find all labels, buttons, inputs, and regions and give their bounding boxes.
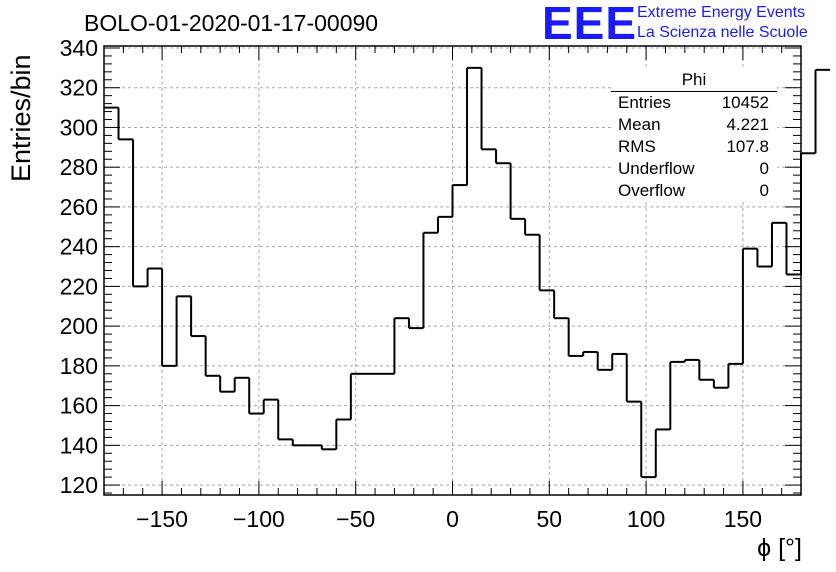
axis-ticks	[103, 46, 802, 495]
y-tick-label: 180	[60, 353, 98, 379]
stats-value: 4.221	[726, 115, 769, 134]
x-tick-label: 50	[537, 506, 563, 532]
stats-value: 0	[759, 159, 769, 178]
y-tick-label: 260	[60, 194, 98, 220]
stats-row-rms: RMS 107.8	[611, 136, 777, 158]
histogram-bars	[104, 66, 831, 479]
y-tick-label: 220	[60, 273, 98, 299]
stats-value: 0	[759, 181, 769, 200]
y-tick-label: 200	[60, 313, 98, 339]
stats-label: Overflow	[618, 181, 686, 200]
stats-title: Phi	[611, 70, 777, 92]
eee-logo: EEE	[542, 0, 638, 49]
x-tick-label: −50	[336, 506, 375, 532]
stats-label: Underflow	[618, 159, 695, 178]
y-axis-label: Entries/bin	[6, 54, 36, 182]
chart-title: BOLO-01-2020-01-17-00090	[84, 10, 379, 36]
stats-label: Entries	[618, 93, 671, 112]
x-tick-label: 0	[446, 506, 459, 532]
y-tick-label: 340	[60, 35, 98, 61]
tick-labels: −150 −100 −50 0 50 100 150 120 140 160 180 200 220 24…	[60, 35, 762, 532]
x-tick-label: 100	[627, 506, 665, 532]
stats-row-overflow: Overflow 0	[611, 180, 777, 202]
stats-box: Phi Entries 10452 Mean 4.221 RMS 107.8 U…	[611, 70, 777, 202]
y-tick-label: 300	[60, 114, 98, 140]
y-tick-label: 280	[60, 154, 98, 180]
y-tick-label: 140	[60, 432, 98, 458]
x-tick-label: −150	[136, 506, 188, 532]
y-tick-label: 160	[60, 393, 98, 419]
stats-label: RMS	[618, 137, 656, 156]
stats-row-underflow: Underflow 0	[611, 158, 777, 180]
y-tick-label: 320	[60, 75, 98, 101]
stats-row-entries: Entries 10452	[611, 92, 777, 114]
stats-label: Mean	[618, 115, 661, 134]
stats-value: 107.8	[726, 137, 769, 156]
stats-value: 10452	[721, 93, 769, 112]
logo-text-line2: La Scienza nelle Scuole	[637, 24, 808, 41]
x-tick-label: −100	[233, 506, 285, 532]
x-tick-label: 150	[724, 506, 762, 532]
logo-text-line1: Extreme Energy Events	[637, 4, 806, 21]
stats-row-mean: Mean 4.221	[611, 114, 777, 136]
x-axis-label: ϕ [°]	[757, 534, 802, 562]
y-tick-label: 120	[60, 472, 98, 498]
y-tick-label: 240	[60, 234, 98, 260]
